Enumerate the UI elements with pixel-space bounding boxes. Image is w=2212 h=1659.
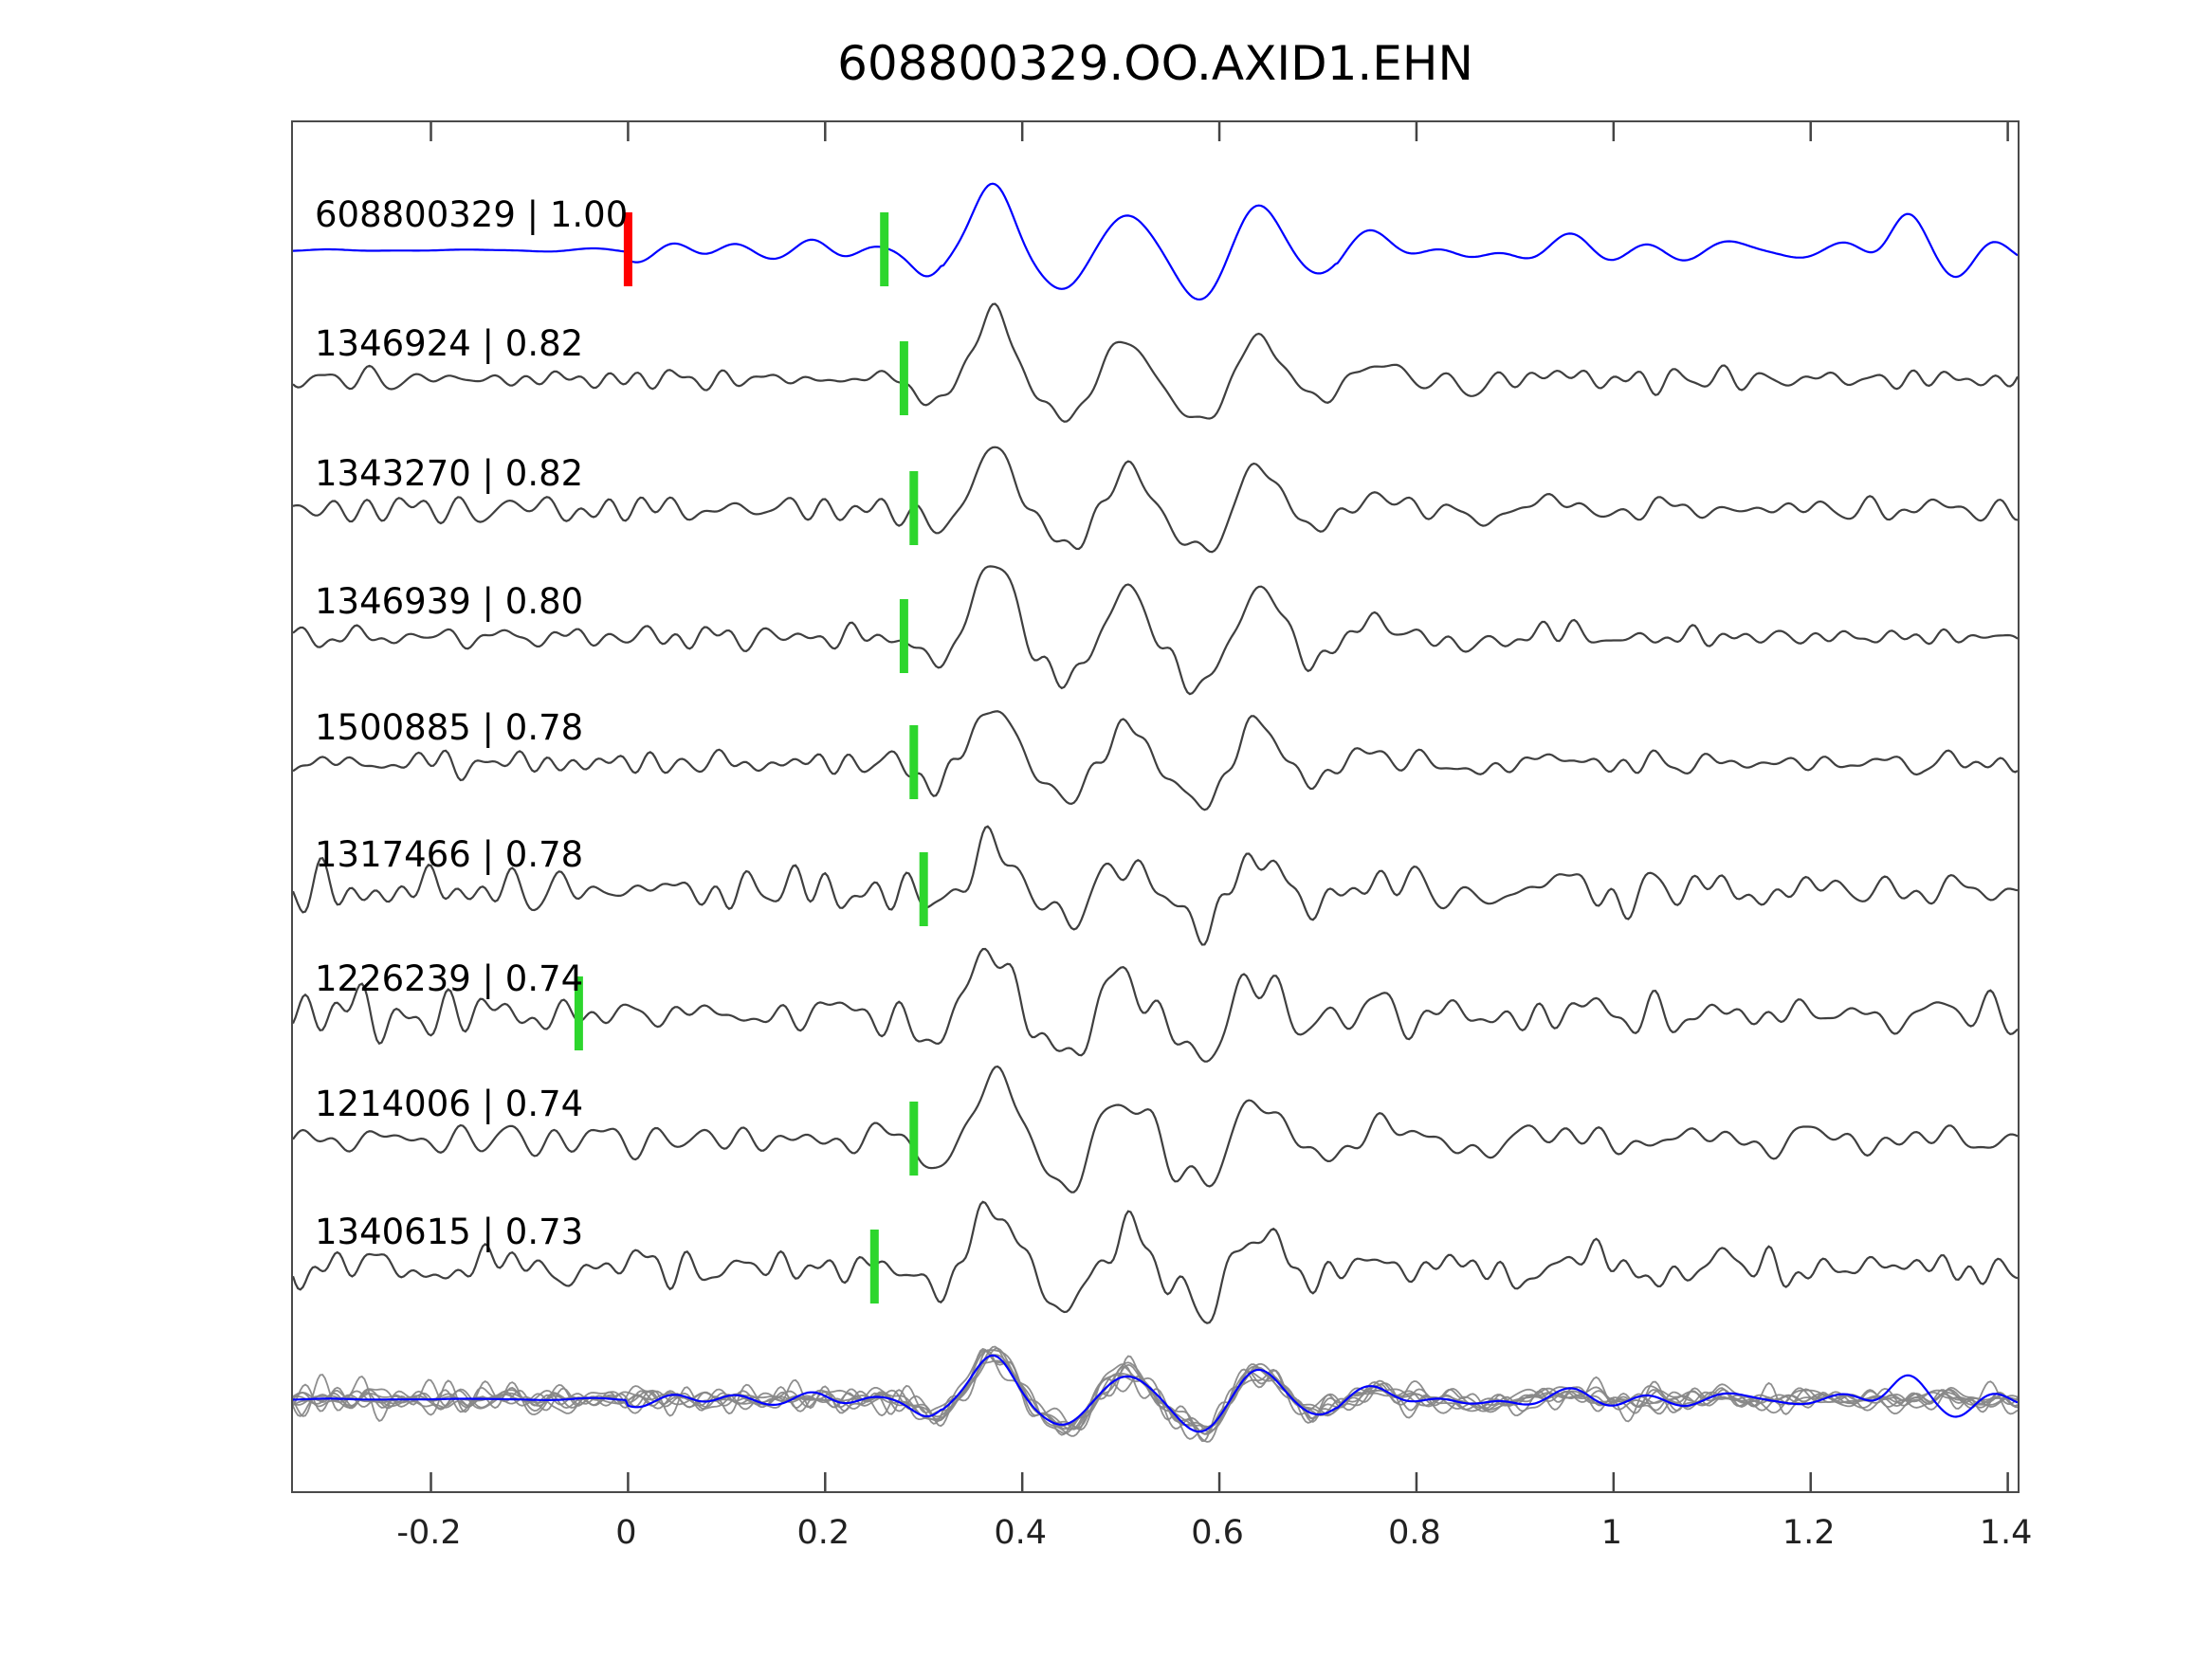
x-tick-label-0.4: 0.4 bbox=[994, 1514, 1048, 1552]
trace-label-608800329: 608800329 | 1.00 bbox=[315, 194, 629, 235]
x-tick-label--0.2: -0.2 bbox=[396, 1514, 462, 1552]
trace-label-1343270: 1343270 | 0.82 bbox=[315, 453, 584, 494]
pick-marker-1317466 bbox=[919, 852, 928, 926]
trace-label-1317466: 1317466 | 0.78 bbox=[315, 834, 584, 875]
trace-1214006 bbox=[293, 1065, 2018, 1194]
trace-label-1226239: 1226239 | 0.74 bbox=[315, 958, 584, 999]
overlay-trace-1346924 bbox=[293, 1345, 2018, 1431]
x-tick-label-0.2: 0.2 bbox=[796, 1514, 850, 1552]
trace-1346939 bbox=[293, 565, 2018, 696]
trace-1343270 bbox=[293, 446, 2018, 554]
trace-1346924 bbox=[293, 302, 2018, 423]
trace-1340615 bbox=[293, 1200, 2018, 1324]
pick-marker-1500885 bbox=[909, 725, 919, 799]
trace-label-1346939: 1346939 | 0.80 bbox=[315, 581, 584, 622]
trace-label-1340615: 1340615 | 0.73 bbox=[315, 1212, 584, 1252]
chart-title: 608800329.OO.AXID1.EHN bbox=[837, 36, 1473, 91]
trace-608800329 bbox=[293, 182, 2018, 301]
reference-pick-marker bbox=[623, 212, 632, 286]
x-tick-label-1: 1 bbox=[1600, 1514, 1622, 1552]
pick-marker-1346939 bbox=[899, 599, 908, 673]
pick-marker-1226239 bbox=[574, 976, 583, 1050]
plot-area bbox=[291, 120, 2020, 1493]
pick-marker-1346924 bbox=[899, 341, 908, 415]
pick-marker-1340615 bbox=[869, 1230, 879, 1304]
waveform-canvas bbox=[293, 122, 2018, 1491]
x-tick-label-0: 0 bbox=[615, 1514, 637, 1552]
pick-marker-1343270 bbox=[909, 471, 919, 545]
x-tick-label-0.6: 0.6 bbox=[1191, 1514, 1244, 1552]
overlay-trace-608800329 bbox=[293, 1354, 2018, 1433]
overlay-trace-1226239 bbox=[293, 1349, 2018, 1435]
overlay-trace-1340615 bbox=[293, 1347, 2018, 1443]
pick-marker-608800329 bbox=[880, 212, 889, 286]
trace-1317466 bbox=[293, 825, 2018, 946]
x-tick-label-0.8: 0.8 bbox=[1388, 1514, 1441, 1552]
x-tick-label-1.4: 1.4 bbox=[1979, 1514, 2033, 1552]
trace-1500885 bbox=[293, 710, 2018, 811]
pick-marker-1214006 bbox=[909, 1102, 919, 1176]
trace-label-1214006: 1214006 | 0.74 bbox=[315, 1084, 584, 1124]
trace-label-1346924: 1346924 | 0.82 bbox=[315, 323, 584, 364]
trace-label-1500885: 1500885 | 0.78 bbox=[315, 707, 584, 748]
x-tick-label-1.2: 1.2 bbox=[1782, 1514, 1836, 1552]
